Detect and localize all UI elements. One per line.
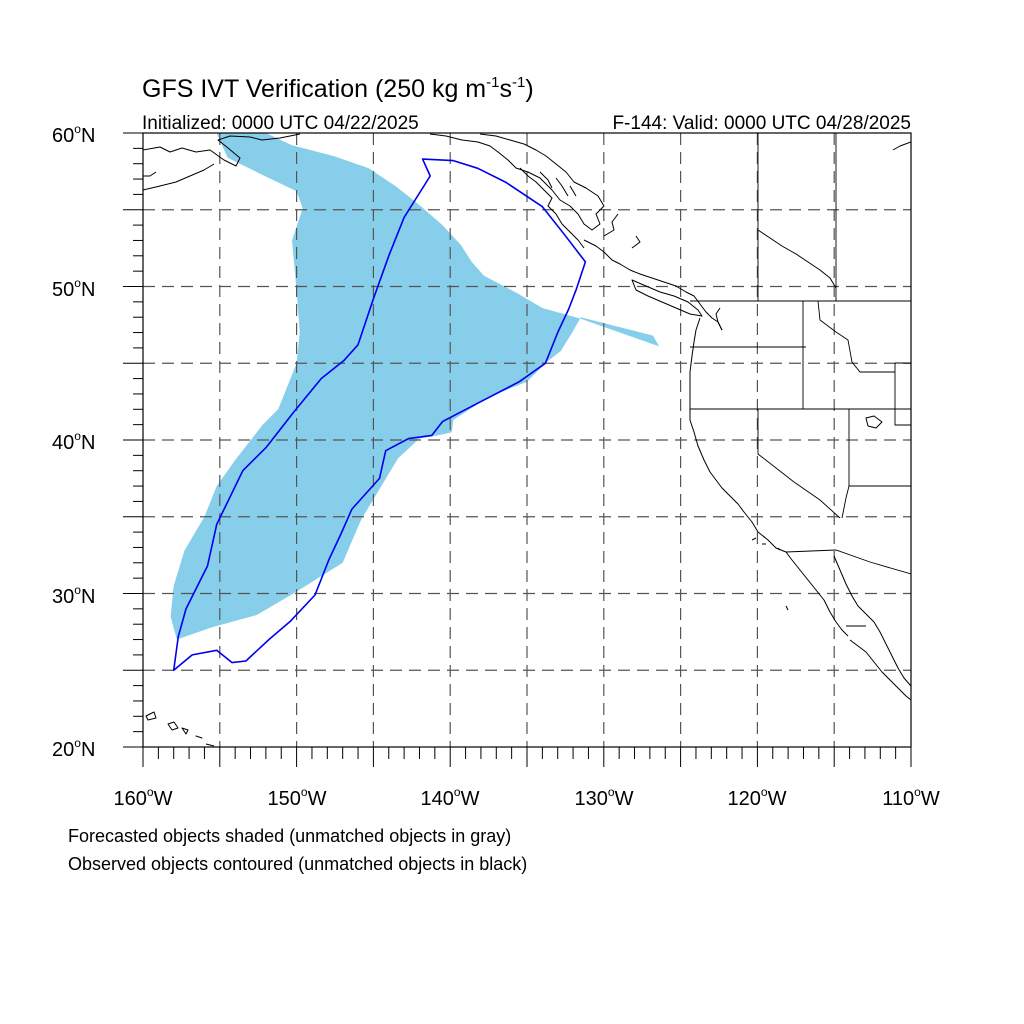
lat-label-20: 20oN [52,736,95,761]
forecast-object-shade [170,133,660,640]
latitude-labels: 60oN 50oN 40oN 30oN 20oN [52,122,95,761]
lon-label-150: 150oW [268,785,327,810]
coastlines [143,133,911,747]
gridlines [143,133,911,747]
lon-label-160: 160oW [114,785,173,810]
political-boundaries [690,133,911,627]
footnote-observed: Observed objects contoured (unmatched ob… [68,854,527,874]
map-title: GFS IVT Verification (250 kg m-1s-1) [142,74,534,103]
footnote-forecast: Forecasted objects shaded (unmatched obj… [68,826,511,846]
lon-label-110: 110oW [882,785,940,810]
lon-label-130: 130oW [575,785,634,810]
lat-label-30: 30oN [52,583,95,608]
longitude-labels: 160oW 150oW 140oW 130oW 120oW 110oW [114,785,940,810]
lon-label-120: 120oW [728,785,787,810]
lat-label-50: 50oN [52,276,95,301]
lat-label-60: 60oN [52,122,95,147]
initialized-label: Initialized: 0000 UTC 04/22/2025 [142,113,419,134]
axis-ticks [123,132,912,767]
observed-object-contour [172,158,587,672]
lon-label-140: 140oW [421,785,480,810]
valid-label: F-144: Valid: 0000 UTC 04/28/2025 [612,113,911,134]
lat-label-40: 40oN [52,429,95,454]
